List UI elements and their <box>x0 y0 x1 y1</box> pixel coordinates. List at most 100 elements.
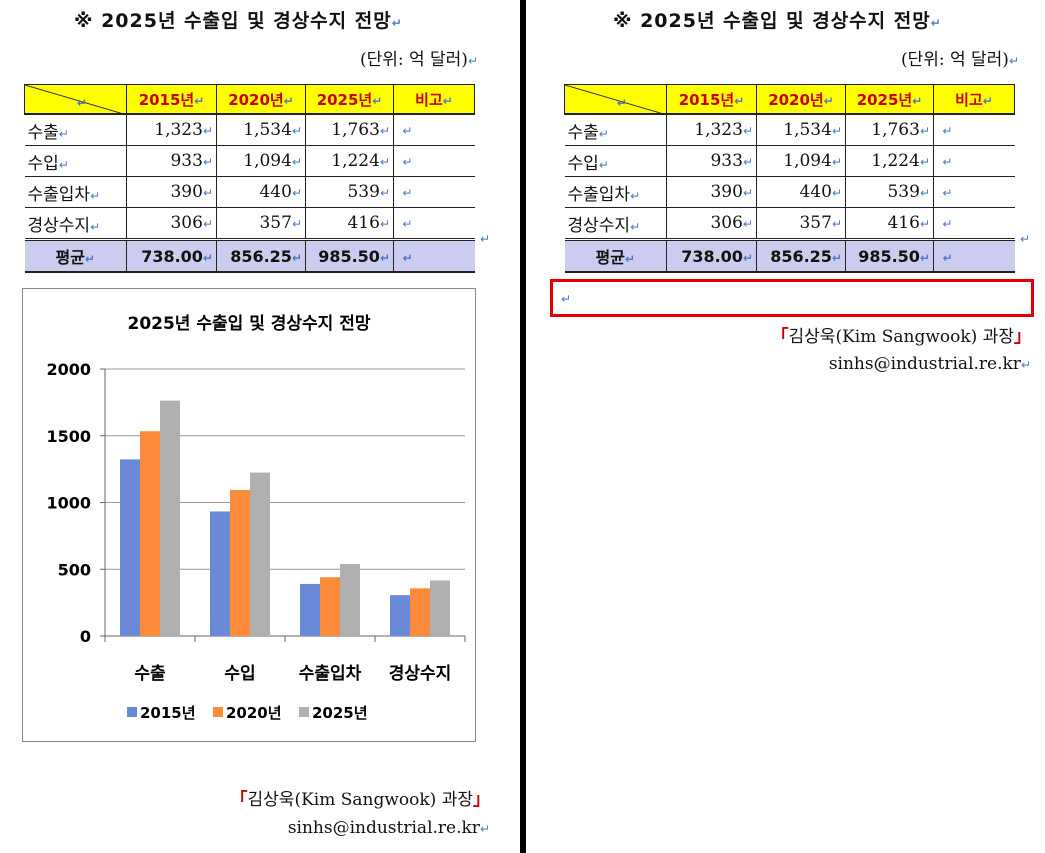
bar-수출입차-2015년 <box>300 583 320 636</box>
author-email[interactable]: sinhs@industrial.re.kr↵ <box>287 818 490 838</box>
table-cell: 1,763↵ <box>305 113 394 146</box>
row-label: 수출입차↵ <box>564 176 667 208</box>
pane-divider[interactable] <box>520 0 526 853</box>
average-cell: 738.00↵ <box>126 239 217 273</box>
bar-chart: 2025년 수출입 및 경상수지 전망 2000 1500 1000 500 0 수출 수입 수… <box>46 314 466 722</box>
table-cell: 539↵ <box>305 176 394 208</box>
row-label: 수입↵ <box>564 145 667 177</box>
x-category-label: 경상수지 <box>389 664 452 684</box>
table-cell: 1,323↵ <box>126 113 217 146</box>
legend-entry: 2025년 <box>312 704 368 722</box>
table-cell: 440↵ <box>756 176 846 208</box>
table-cell: 933↵ <box>666 145 757 177</box>
bar-수출-2025년 <box>160 400 180 636</box>
table-cell: 357↵ <box>756 207 846 241</box>
note-cell: ↵ <box>933 239 1015 273</box>
chart-frame[interactable]: 2025년 수출입 및 경상수지 전망 2000 1500 1000 500 0 수출 수입 수… <box>22 288 476 742</box>
table-row: 수입↵ 933↵ 1,094↵ 1,224↵ ↵ <box>564 145 1015 177</box>
bar-경상수지-2025년 <box>430 580 450 636</box>
table-header-cell: 2020년↵ <box>216 84 306 115</box>
table-row: 수입↵ 933↵ 1,094↵ 1,224↵ ↵ <box>24 145 475 177</box>
document-title: ※ 2025년 수출입 및 경상수지 전망↵ <box>74 10 403 32</box>
note-cell: ↵ <box>933 113 1015 146</box>
legend-swatch <box>127 707 137 717</box>
y-tick-label: 0 <box>80 627 91 646</box>
bar-수입-2025년 <box>250 472 270 636</box>
document-title: ※ 2025년 수출입 및 경상수지 전망↵ <box>613 10 942 32</box>
table-cell: 1,094↵ <box>756 145 846 177</box>
table-cell: 1,224↵ <box>845 145 934 177</box>
author-email[interactable]: sinhs@industrial.re.kr↵ <box>828 354 1031 374</box>
left-document-pane: ※ 2025년 수출입 및 경상수지 전망↵ (단위: 억 달러)↵ ↵ 2015… <box>0 0 520 853</box>
note-cell: ↵ <box>933 207 1015 241</box>
bar-수입-2020년 <box>230 489 250 636</box>
note-cell: ↵ <box>933 145 1015 177</box>
note-cell: ↵ <box>933 176 1015 208</box>
table-row: 경상수지↵ 306↵ 357↵ 416↵ ↵ <box>24 207 475 241</box>
table-header-row: ↵ 2015년↵ 2020년↵ 2025년↵ 비고↵ <box>24 84 475 115</box>
table-corner-cell: ↵ <box>24 84 127 115</box>
note-cell: ↵ <box>393 239 475 273</box>
table-header-cell: 2025년↵ <box>305 84 394 115</box>
table-row: 수출↵ 1,323↵ 1,534↵ 1,763↵ ↵ <box>24 113 475 146</box>
row-label: 경상수지↵ <box>564 207 667 241</box>
table-cell: 416↵ <box>305 207 394 241</box>
note-cell: ↵ <box>393 113 475 146</box>
table-cell: 390↵ <box>666 176 757 208</box>
table-row: 수출입차↵ 390↵ 440↵ 539↵ ↵ <box>564 176 1015 208</box>
unit-label: (단위: 억 달러)↵ <box>900 50 1019 70</box>
bar-수출-2020년 <box>140 431 160 636</box>
table-cell: 1,094↵ <box>216 145 306 177</box>
table-average-row: 평균↵ 738.00↵ 856.25↵ 985.50↵ ↵ <box>564 239 1015 273</box>
average-cell: 856.25↵ <box>756 239 846 273</box>
unit-label: (단위: 억 달러)↵ <box>359 50 478 70</box>
table-cell: 1,763↵ <box>845 113 934 146</box>
legend-swatch <box>213 707 223 717</box>
author-line: 「김상욱(Kim Sangwook) 과장」 <box>771 327 1031 347</box>
table-cell: 416↵ <box>845 207 934 241</box>
table-cell: 1,323↵ <box>666 113 757 146</box>
paragraph-mark: ↵ <box>1020 232 1031 246</box>
table-cell: 440↵ <box>216 176 306 208</box>
y-tick-label: 1000 <box>46 494 91 513</box>
table-header-cell: 비고↵ <box>933 84 1015 115</box>
row-label: 수출↵ <box>24 113 127 146</box>
table-cell: 390↵ <box>126 176 217 208</box>
empty-paragraph-highlight[interactable]: ↵ <box>550 279 1034 317</box>
paragraph-mark: ↵ <box>480 232 491 246</box>
y-tick-label: 500 <box>58 560 91 579</box>
right-document-pane: ※ 2025년 수출입 및 경상수지 전망↵ (단위: 억 달러)↵ ↵ 2015… <box>526 0 1045 853</box>
x-category-label: 수출 <box>134 664 166 684</box>
bar-수출입차-2020년 <box>320 577 340 636</box>
trade-table: ↵ 2015년↵ 2020년↵ 2025년↵ 비고↵ 수출↵ 1,323↵ 1,534↵ 1,7… <box>564 84 1015 273</box>
table-row: 수출입차↵ 390↵ 440↵ 539↵ ↵ <box>24 176 475 208</box>
table-cell: 933↵ <box>126 145 217 177</box>
bar-수출입차-2025년 <box>340 564 360 636</box>
note-cell: ↵ <box>393 176 475 208</box>
table-header-cell: 2015년↵ <box>126 84 217 115</box>
row-label: 수출입차↵ <box>24 176 127 208</box>
table-row: 경상수지↵ 306↵ 357↵ 416↵ ↵ <box>564 207 1015 241</box>
row-label: 수입↵ <box>24 145 127 177</box>
table-cell: 539↵ <box>845 176 934 208</box>
bar-수출-2015년 <box>120 459 140 636</box>
average-cell: 738.00↵ <box>666 239 757 273</box>
table-header-row: ↵ 2015년↵ 2020년↵ 2025년↵ 비고↵ <box>564 84 1015 115</box>
legend-entry: 2015년 <box>140 704 196 722</box>
y-tick-label: 1500 <box>46 427 91 446</box>
trade-table: ↵ 2015년↵ 2020년↵ 2025년↵ 비고↵ 수출↵ 1,323↵ 1,534↵ 1,7… <box>24 84 475 273</box>
paragraph-mark: ↵ <box>561 292 572 306</box>
table-row: 수출↵ 1,323↵ 1,534↵ 1,763↵ ↵ <box>564 113 1015 146</box>
x-category-label: 수출입차 <box>299 664 362 684</box>
average-cell: 985.50↵ <box>845 239 934 273</box>
average-label: 평균↵ <box>564 239 667 273</box>
table-header-cell: 2025년↵ <box>845 84 934 115</box>
table-header-cell: 2020년↵ <box>756 84 846 115</box>
x-category-label: 수입 <box>224 664 255 684</box>
row-label: 수출↵ <box>564 113 667 146</box>
note-cell: ↵ <box>393 145 475 177</box>
table-cell: 1,224↵ <box>305 145 394 177</box>
chart-title: 2025년 수출입 및 경상수지 전망 <box>127 314 370 334</box>
table-corner-cell: ↵ <box>564 84 667 115</box>
bar-경상수지-2015년 <box>390 595 410 636</box>
